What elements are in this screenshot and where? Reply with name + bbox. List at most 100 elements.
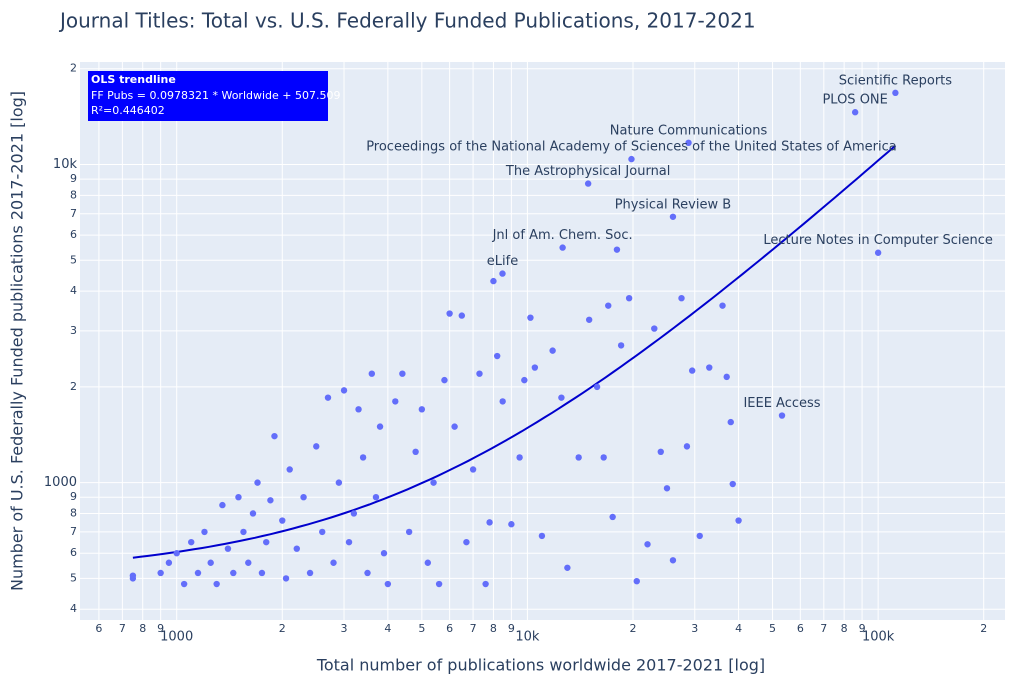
data-point <box>368 370 376 377</box>
x-tick-label: 6 <box>95 622 102 635</box>
data-point <box>490 277 497 285</box>
data-point <box>240 528 247 536</box>
data-point <box>335 479 343 486</box>
x-tick-label: 6 <box>797 622 804 635</box>
data-point <box>657 448 664 456</box>
x-tick-label: 5 <box>769 622 776 635</box>
data-point <box>330 559 337 566</box>
data-point <box>600 454 607 461</box>
data-point <box>451 423 458 430</box>
data-point <box>157 569 164 577</box>
y-tick-label: 1000 <box>44 475 77 490</box>
y-tick-label: 5 <box>70 253 77 266</box>
y-tick-label: 7 <box>70 525 77 538</box>
data-point <box>180 580 188 588</box>
x-tick-label: 8 <box>490 622 497 635</box>
data-point <box>706 364 713 371</box>
data-point <box>558 394 565 401</box>
data-point <box>249 510 257 517</box>
x-tick-label: 8 <box>841 622 848 635</box>
data-point <box>482 580 489 588</box>
data-point <box>350 510 358 517</box>
data-point <box>516 454 523 461</box>
x-tick-label: 7 <box>820 622 827 635</box>
point-label: Proceedings of the National Academy of S… <box>366 140 897 155</box>
x-tick-label: 7 <box>119 622 126 635</box>
data-point <box>207 559 214 566</box>
data-point <box>669 213 677 220</box>
data-point <box>258 569 266 577</box>
point-label: Jnl of Am. Chem. Soc. <box>492 228 633 243</box>
data-point <box>678 294 685 302</box>
data-point <box>271 432 278 440</box>
data-point <box>430 479 437 486</box>
data-point <box>663 485 671 492</box>
point-label: The Astrophysical Journal <box>505 164 670 179</box>
data-point <box>441 376 448 384</box>
data-point <box>527 314 534 321</box>
y-tick-label: 5 <box>70 571 77 584</box>
data-point <box>575 454 582 461</box>
data-point <box>633 577 640 585</box>
trendline <box>132 144 897 559</box>
x-tick-label: 7 <box>470 622 477 635</box>
data-point <box>188 538 195 546</box>
data-point <box>683 443 691 450</box>
data-point <box>729 480 736 488</box>
y-tick-label: 8 <box>70 506 77 519</box>
x-tick-label: 6 <box>446 622 453 635</box>
data-point <box>892 89 899 97</box>
x-tick-label: 10k <box>515 630 540 645</box>
data-point <box>874 249 882 256</box>
data-point <box>340 387 348 394</box>
data-point <box>669 557 677 564</box>
y-tick-label: 2 <box>70 62 77 75</box>
data-point <box>593 383 601 391</box>
data-point <box>267 497 274 504</box>
x-tick-label: 3 <box>341 622 348 635</box>
data-point <box>685 139 692 147</box>
data-point <box>245 559 252 566</box>
annotation-r2: R²=0.446402 <box>91 104 165 117</box>
annotation-title: OLS trendline <box>91 73 176 86</box>
data-point <box>129 575 137 582</box>
data-point <box>499 398 506 405</box>
data-point <box>531 364 539 371</box>
y-tick-label: 7 <box>70 207 77 220</box>
data-point <box>609 513 616 521</box>
data-point <box>778 412 786 419</box>
data-point <box>300 493 307 501</box>
data-point <box>469 466 477 473</box>
data-point <box>313 443 320 450</box>
data-point <box>293 545 300 552</box>
y-tick-label: 9 <box>70 172 77 185</box>
data-point <box>306 569 314 577</box>
data-point <box>617 342 625 349</box>
data-point <box>696 532 703 540</box>
x-tick-label: 1000 <box>160 630 193 645</box>
data-point <box>549 347 556 354</box>
y-tick-label: 2 <box>70 380 77 393</box>
x-tick-label: 3 <box>691 622 698 635</box>
data-point <box>345 538 353 546</box>
annotation-equation: FF Pubs = 0.0978321 * Worldwide + 507.50… <box>91 89 341 102</box>
data-point <box>405 528 413 536</box>
point-label: Lecture Notes in Computer Science <box>763 233 993 248</box>
y-tick-label: 10k <box>53 157 78 172</box>
data-point <box>446 310 453 317</box>
data-point <box>719 302 726 309</box>
data-point <box>688 367 696 374</box>
point-label: PLOS ONE <box>822 93 887 108</box>
data-point <box>584 180 592 187</box>
x-tick-label: 100k <box>862 630 895 645</box>
data-point <box>644 541 651 548</box>
data-point <box>625 294 633 302</box>
data-point <box>263 538 270 546</box>
data-point <box>521 376 528 384</box>
data-point <box>173 550 180 557</box>
data-point <box>493 352 501 360</box>
data-point <box>213 580 220 588</box>
data-point <box>723 373 730 381</box>
plot-background <box>80 62 1005 620</box>
